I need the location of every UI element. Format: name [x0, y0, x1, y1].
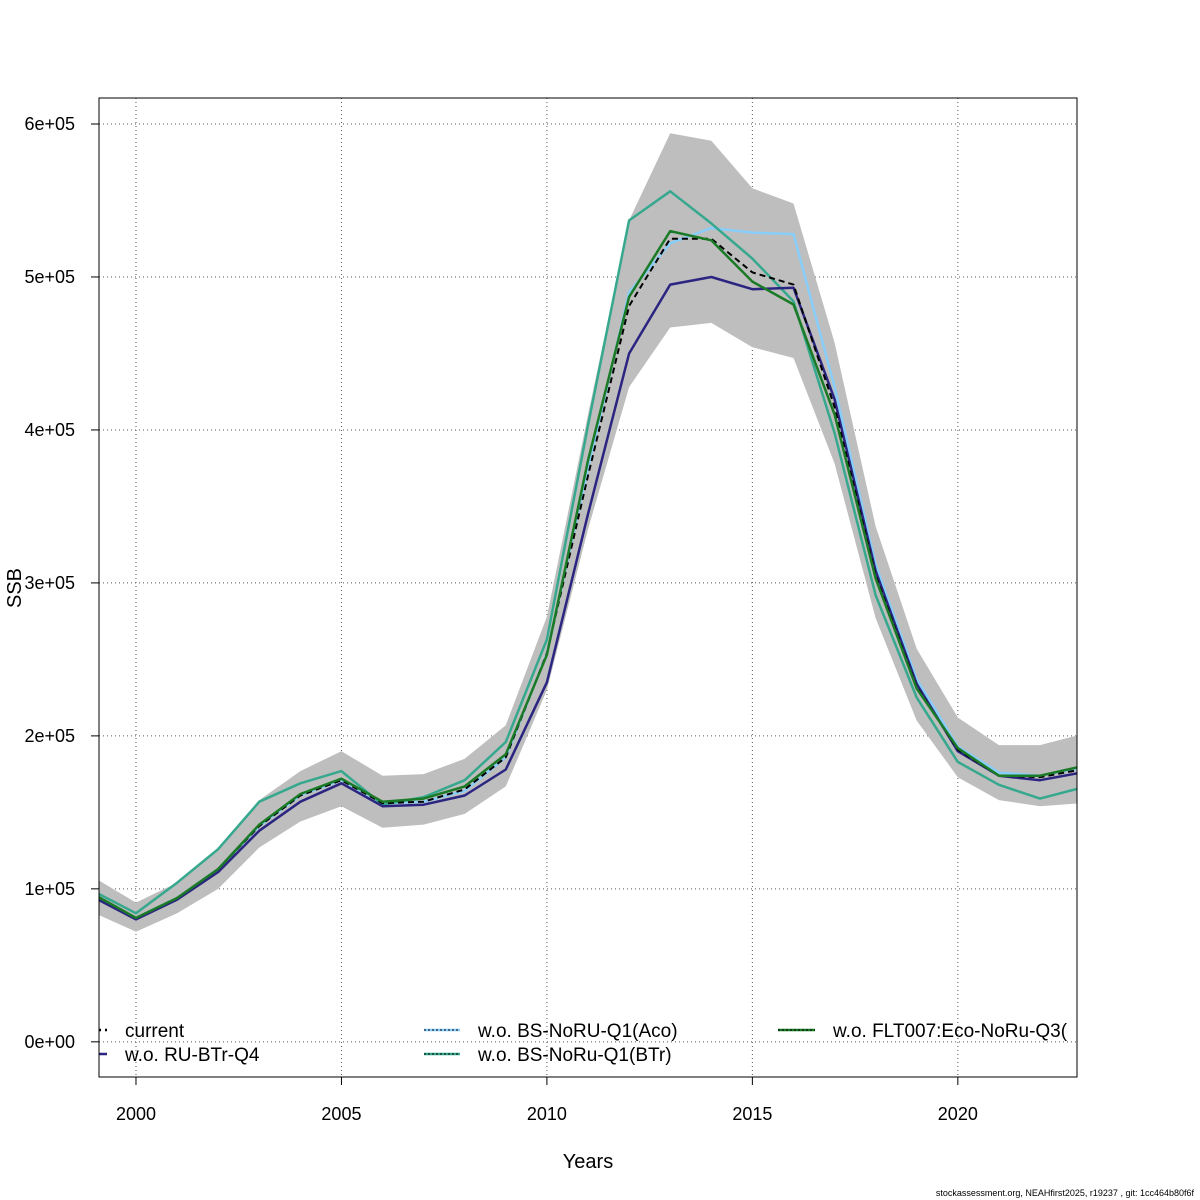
legend-label: w.o. BS-NoRU-Q1(Aco) — [477, 1021, 678, 1042]
series-line-w-o-flt007-eco-noru-q3 — [99, 229, 1077, 920]
x-tick-label: 2010 — [527, 1104, 567, 1124]
confidence-band-layer — [99, 133, 1077, 932]
y-tick-label: 0e+00 — [24, 1032, 75, 1052]
series-layer — [99, 190, 1077, 921]
y-tick-label: 2e+05 — [24, 726, 75, 746]
y-tick-label: 3e+05 — [24, 573, 75, 593]
x-tick-label: 2000 — [116, 1104, 156, 1124]
y-tick-label: 6e+05 — [24, 114, 75, 134]
legend: current w.o. RU-BTr-Q4 w.o. BS-NoRU-Q1(Aco… — [99, 1021, 1068, 1066]
grid-lines — [99, 98, 1077, 1077]
y-tick-label: 4e+05 — [24, 420, 75, 440]
series-line-w-o-ru-btr-q4 — [99, 275, 1077, 921]
y-axis: 0e+00 1e+05 2e+05 3e+05 4e+05 5e+05 6e+05 — [24, 114, 99, 1052]
x-tick-label: 2015 — [732, 1104, 772, 1124]
legend-label: w.o. FLT007:Eco-NoRu-Q3( — [832, 1021, 1068, 1042]
confidence-band — [99, 133, 1077, 932]
series-line-w-o-bs-noru-q1-aco — [99, 226, 1077, 920]
x-axis: 2000 2005 2010 2015 2020 — [116, 1077, 978, 1124]
legend-label: w.o. BS-NoRu-Q1(BTr) — [477, 1045, 672, 1066]
x-tick-label: 2005 — [321, 1104, 361, 1124]
legend-label: w.o. RU-BTr-Q4 — [124, 1045, 260, 1066]
series-line-current — [99, 237, 1077, 919]
plot-frame — [98, 97, 1078, 1078]
y-tick-label: 1e+05 — [24, 879, 75, 899]
series-line-w-o-bs-noru-q1-btr — [99, 190, 1077, 915]
y-axis-title: SSB — [4, 568, 26, 608]
y-tick-label: 5e+05 — [24, 267, 75, 287]
x-tick-label: 2020 — [938, 1104, 978, 1124]
x-axis-title: Years — [563, 1151, 613, 1173]
footer-credit: stockassessment.org, NEAHfirst2025, r192… — [935, 1188, 1194, 1198]
legend-label: current — [125, 1021, 185, 1042]
